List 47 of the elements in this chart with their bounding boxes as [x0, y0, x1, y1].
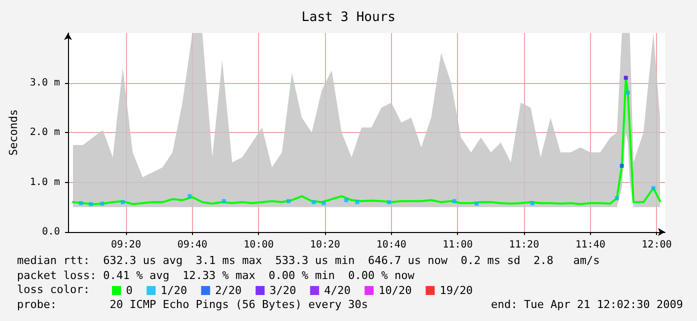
y-tick-label: 0.0	[42, 226, 60, 238]
legend-label: 19/20	[440, 284, 473, 297]
legend-label: 10/20	[378, 284, 412, 297]
text: packet loss: 0.41 % avg 12.33 % max 0.00 % min 0.00 % now	[17, 269, 415, 282]
point	[188, 194, 192, 198]
point	[88, 202, 93, 206]
y-axis-title: Seconds	[7, 109, 20, 156]
point	[626, 90, 630, 95]
point	[322, 201, 326, 206]
point	[355, 200, 360, 204]
x-tick-label: 09:20	[110, 240, 142, 250]
chart-title: Last 3 Hours	[302, 10, 396, 25]
x-tick-label: 11:40	[575, 240, 606, 250]
point	[624, 76, 628, 80]
legend-title: loss color:	[17, 283, 90, 296]
y-tick-label: 3.0 m	[30, 77, 60, 88]
legend-label: 4/20	[324, 284, 351, 297]
point	[651, 186, 656, 190]
point	[120, 200, 125, 204]
point	[530, 201, 534, 206]
x-tick-label: 11:00	[442, 240, 473, 250]
x-tick-label: 10:20	[310, 240, 340, 250]
text: median rtt: 632.3 us avg 3.1 ms max 533.3 us min 646.7 us now 0.2 ms sd 2.8 am/s	[17, 254, 600, 267]
text: end: Tue Apr 21 12:02:30 2009	[490, 298, 684, 311]
point	[222, 199, 226, 204]
point	[452, 199, 456, 204]
y-tick-label: 1.0 m	[30, 176, 60, 188]
point	[286, 199, 291, 204]
x-tick-label: 09:40	[177, 240, 208, 250]
point	[474, 202, 479, 206]
point	[100, 202, 104, 206]
point	[78, 201, 83, 206]
point	[344, 198, 348, 202]
point	[312, 200, 316, 204]
point	[387, 200, 392, 204]
legend-label: 3/20	[270, 284, 296, 297]
x-tick-label: 12:00	[642, 240, 672, 250]
legend-label: 1/20	[160, 284, 188, 297]
x-tick-label: 11:20	[508, 240, 540, 250]
text: probe: 20 ICMP Echo Pings (56 Bytes) every 30s	[17, 298, 368, 311]
legend-label: 0	[126, 284, 133, 297]
point	[614, 196, 619, 200]
point	[620, 164, 624, 168]
x-tick-label: 10:00	[244, 240, 274, 250]
y-tick-label: 2.0 m	[30, 127, 60, 138]
x-tick-label: 10:40	[376, 240, 406, 250]
legend-label: 2/20	[215, 284, 242, 297]
